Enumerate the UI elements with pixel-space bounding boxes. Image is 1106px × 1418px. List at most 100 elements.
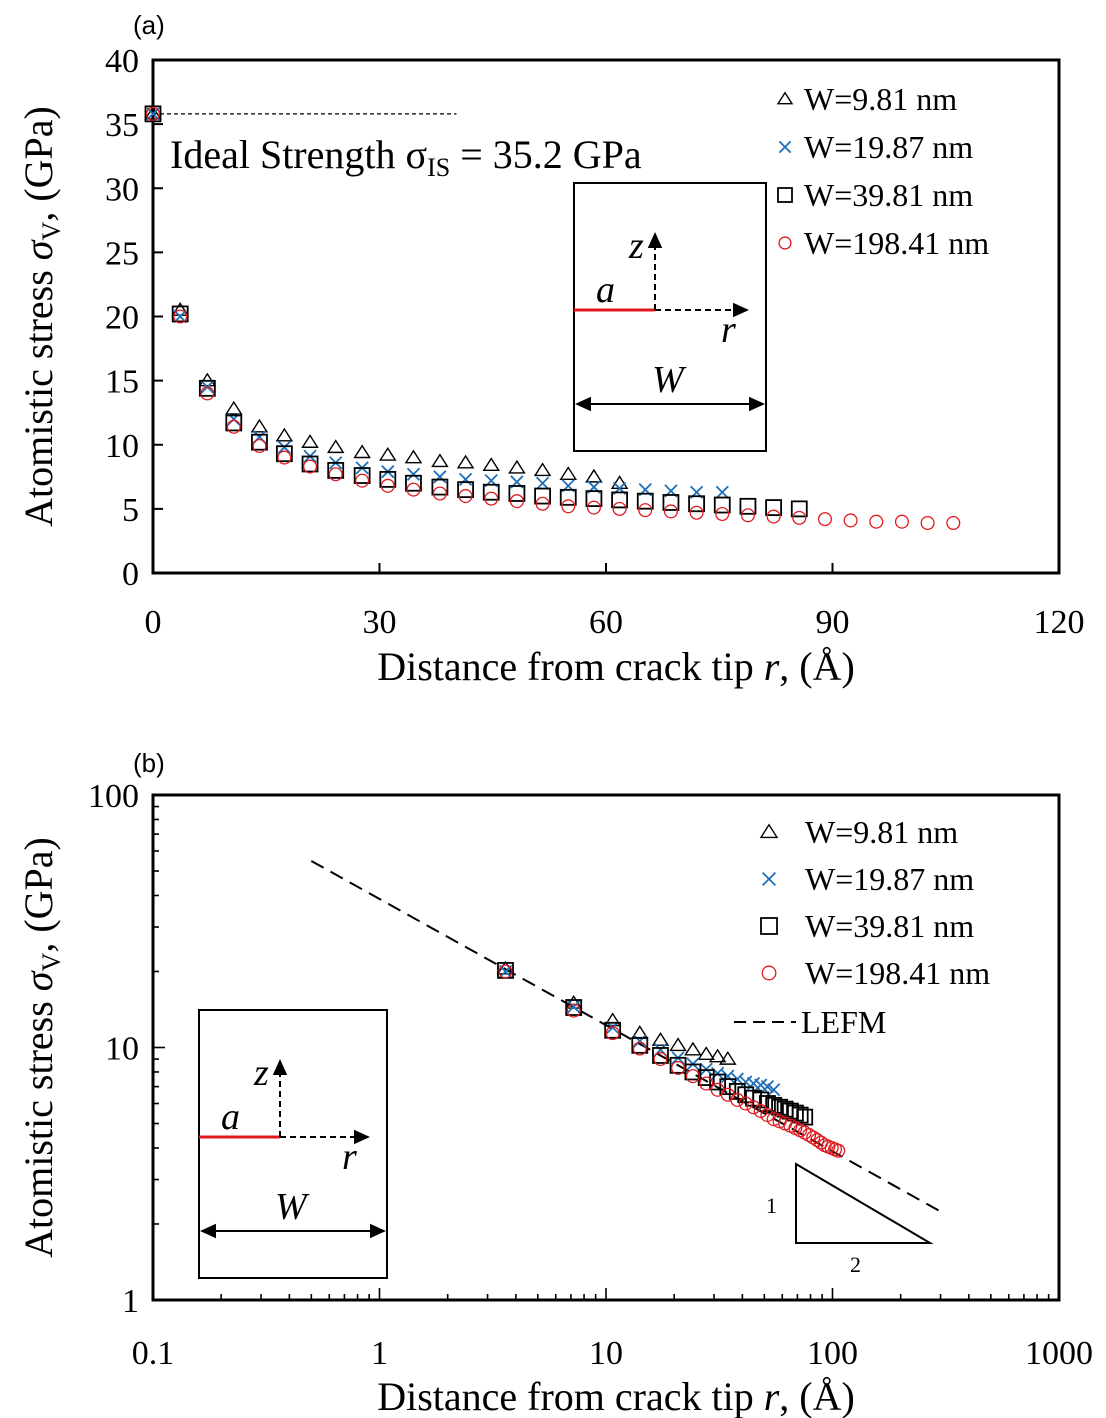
marker-triangle bbox=[353, 444, 371, 459]
marker-square bbox=[790, 500, 808, 518]
marker-square bbox=[275, 445, 293, 463]
marker-triangle bbox=[250, 418, 269, 433]
marker-circle bbox=[831, 1143, 846, 1158]
x-tick-label: 1 bbox=[371, 1335, 388, 1372]
marker-square bbox=[688, 495, 705, 513]
marker-triangle bbox=[404, 449, 423, 464]
legend-entry-4: W=198.41 nm bbox=[804, 225, 989, 261]
inset-width-left-arrowhead bbox=[200, 1223, 216, 1239]
marker-circle bbox=[561, 499, 576, 514]
marker-triangle bbox=[225, 400, 243, 415]
inset-r-arrowhead bbox=[354, 1129, 370, 1145]
x-tick-label: 90 bbox=[816, 604, 850, 641]
inset-r-label: r bbox=[342, 1136, 357, 1178]
y-tick-label: 5 bbox=[122, 492, 139, 529]
marker-square bbox=[709, 1073, 727, 1091]
ideal-strength-annotation: Ideal Strength σIS = 35.2 GPa bbox=[170, 132, 642, 182]
marker-circle bbox=[406, 482, 421, 497]
legend-entry-2: W=19.87 nm bbox=[805, 861, 974, 897]
marker-triangle bbox=[708, 1048, 727, 1063]
x-tick-label: 0.1 bbox=[132, 1335, 175, 1372]
marker-square bbox=[713, 496, 731, 514]
marker-cross bbox=[173, 309, 187, 324]
marker-triangle bbox=[719, 1050, 737, 1065]
marker-cross bbox=[760, 1079, 775, 1094]
marker-triangle bbox=[585, 468, 603, 483]
marker-square bbox=[559, 488, 577, 506]
marker-triangle bbox=[456, 454, 475, 469]
x-axis-title: Distance from crack tip r, (Å) bbox=[377, 1374, 855, 1418]
marker-circle bbox=[746, 1100, 761, 1115]
y-tick-label: 10 bbox=[105, 1031, 139, 1068]
inset-width-right-arrowhead bbox=[370, 1223, 386, 1239]
x-tick-label: 100 bbox=[807, 1335, 858, 1372]
marker-circle bbox=[894, 514, 909, 529]
marker-circle bbox=[715, 506, 730, 522]
marker-square bbox=[765, 499, 783, 516]
x-tick-label: 30 bbox=[363, 604, 397, 641]
marker-square bbox=[431, 478, 449, 496]
inset-width-right-arrowhead bbox=[749, 396, 765, 412]
cross-stroke bbox=[754, 1078, 768, 1092]
marker-circle bbox=[738, 1096, 753, 1111]
marker-triangle bbox=[508, 459, 526, 474]
marker-square bbox=[327, 461, 345, 479]
x-tick-label: 10 bbox=[589, 1335, 623, 1372]
marker-square bbox=[585, 490, 603, 508]
marker-circle bbox=[699, 1076, 714, 1091]
inset-crack-label: a bbox=[221, 1096, 240, 1138]
inset-frame bbox=[573, 182, 767, 452]
y-axis-title: Atomistic stress σV, (GPa) bbox=[16, 837, 66, 1258]
marker-triangle bbox=[669, 1037, 687, 1052]
marker-square bbox=[225, 414, 243, 432]
y-tick-label: 10 bbox=[105, 428, 139, 465]
marker-square bbox=[301, 455, 319, 473]
marker-circle bbox=[605, 1026, 620, 1041]
marker-cross bbox=[458, 472, 473, 487]
marker-square bbox=[144, 105, 162, 123]
marker-cross bbox=[739, 1075, 753, 1089]
legend-entry-3: W=39.81 nm bbox=[804, 177, 973, 213]
x-axis-title: Distance from crack tip r, (Å) bbox=[377, 644, 855, 689]
marker-square bbox=[405, 474, 422, 492]
marker-triangle bbox=[559, 466, 578, 481]
marker-square bbox=[565, 999, 583, 1016]
marker-triangle bbox=[684, 1041, 702, 1056]
y-tick-label: 20 bbox=[105, 300, 139, 337]
panel-a: (a) 0 5 10 15 20 25 30 35 40 0 30 60 90 120 Ideal Stren… bbox=[16, 10, 1085, 689]
marker-circle bbox=[458, 489, 473, 504]
marker-triangle bbox=[198, 372, 217, 387]
series-4 bbox=[145, 106, 961, 531]
slope-triangle: 12 bbox=[766, 1162, 934, 1277]
marker-circle bbox=[817, 512, 832, 527]
y-tick-label: 40 bbox=[105, 43, 139, 80]
y-tick-label: 100 bbox=[88, 778, 139, 815]
legend-entry-1: W=9.81 nm bbox=[805, 814, 958, 850]
marker-square bbox=[777, 187, 793, 203]
inset-z-label: z bbox=[253, 1052, 269, 1094]
inset-z-label: z bbox=[628, 225, 644, 267]
marker-circle bbox=[566, 1003, 581, 1018]
marker-square bbox=[652, 1047, 669, 1064]
marker-square bbox=[662, 494, 680, 511]
marker-cross bbox=[633, 1034, 647, 1048]
x-tick-label: 60 bbox=[589, 604, 623, 641]
marker-square bbox=[534, 487, 551, 505]
legend-entry-4: W=198.41 nm bbox=[805, 955, 990, 991]
marker-triangle bbox=[482, 457, 501, 472]
marker-square bbox=[684, 1063, 702, 1081]
marker-cross bbox=[146, 107, 160, 121]
x-tick-label: 120 bbox=[1034, 604, 1085, 641]
marker-square bbox=[353, 467, 371, 484]
cross-stroke bbox=[146, 107, 160, 121]
marker-circle bbox=[535, 496, 550, 511]
marker-triangle bbox=[431, 453, 449, 468]
marker-cross bbox=[406, 467, 421, 481]
marker-circle bbox=[252, 439, 267, 454]
marker-triangle bbox=[144, 105, 162, 120]
cross-stroke bbox=[739, 1075, 753, 1089]
marker-cross bbox=[567, 1000, 581, 1014]
inset-crack-label: a bbox=[596, 269, 615, 311]
y-tick-label: 30 bbox=[105, 171, 139, 208]
